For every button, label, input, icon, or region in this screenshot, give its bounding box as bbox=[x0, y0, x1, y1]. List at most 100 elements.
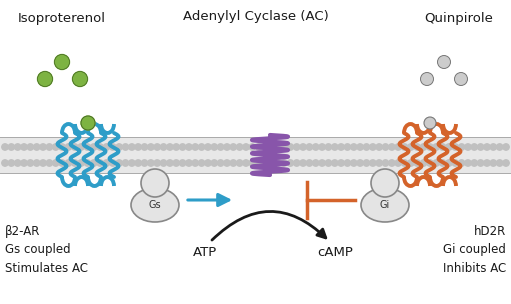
Text: Gi: Gi bbox=[380, 200, 390, 210]
Circle shape bbox=[46, 144, 53, 150]
Text: Isoproterenol: Isoproterenol bbox=[18, 12, 106, 25]
Circle shape bbox=[319, 144, 326, 150]
Circle shape bbox=[224, 160, 230, 166]
Circle shape bbox=[389, 144, 395, 150]
Circle shape bbox=[401, 160, 408, 166]
Text: β2-AR
Gs coupled
Stimulates AC: β2-AR Gs coupled Stimulates AC bbox=[5, 225, 88, 275]
Circle shape bbox=[268, 160, 274, 166]
Circle shape bbox=[72, 144, 78, 150]
Circle shape bbox=[287, 144, 294, 150]
Circle shape bbox=[351, 160, 357, 166]
Circle shape bbox=[433, 160, 439, 166]
Circle shape bbox=[142, 160, 148, 166]
Circle shape bbox=[122, 144, 129, 150]
Circle shape bbox=[224, 144, 230, 150]
Circle shape bbox=[414, 160, 421, 166]
Circle shape bbox=[198, 160, 205, 166]
Circle shape bbox=[27, 160, 34, 166]
Text: ATP: ATP bbox=[193, 246, 217, 258]
Circle shape bbox=[46, 160, 53, 166]
Circle shape bbox=[217, 160, 224, 166]
Circle shape bbox=[477, 160, 484, 166]
Circle shape bbox=[382, 144, 389, 150]
Circle shape bbox=[90, 144, 97, 150]
Circle shape bbox=[497, 144, 503, 150]
Circle shape bbox=[395, 144, 401, 150]
Circle shape bbox=[376, 144, 382, 150]
Circle shape bbox=[369, 144, 376, 150]
Circle shape bbox=[497, 160, 503, 166]
Circle shape bbox=[287, 160, 294, 166]
Circle shape bbox=[198, 144, 205, 150]
Circle shape bbox=[173, 160, 179, 166]
Circle shape bbox=[103, 160, 110, 166]
Circle shape bbox=[446, 160, 452, 166]
Circle shape bbox=[148, 144, 154, 150]
Circle shape bbox=[55, 54, 69, 70]
Circle shape bbox=[230, 144, 237, 150]
Circle shape bbox=[243, 160, 249, 166]
Circle shape bbox=[408, 144, 414, 150]
Circle shape bbox=[110, 144, 116, 150]
Circle shape bbox=[338, 160, 344, 166]
Circle shape bbox=[427, 144, 433, 150]
Circle shape bbox=[281, 144, 287, 150]
Circle shape bbox=[256, 144, 262, 150]
Ellipse shape bbox=[361, 188, 409, 222]
Circle shape bbox=[81, 116, 95, 130]
Circle shape bbox=[503, 160, 509, 166]
Circle shape bbox=[243, 144, 249, 150]
Circle shape bbox=[363, 144, 369, 150]
Circle shape bbox=[424, 117, 436, 129]
Circle shape bbox=[103, 144, 110, 150]
Circle shape bbox=[2, 144, 8, 150]
Circle shape bbox=[332, 160, 338, 166]
Circle shape bbox=[65, 144, 72, 150]
Circle shape bbox=[274, 144, 281, 150]
Circle shape bbox=[110, 160, 116, 166]
Circle shape bbox=[454, 72, 468, 85]
Circle shape bbox=[395, 160, 401, 166]
Circle shape bbox=[122, 160, 129, 166]
Circle shape bbox=[268, 144, 274, 150]
Circle shape bbox=[14, 144, 21, 150]
Circle shape bbox=[421, 144, 427, 150]
Circle shape bbox=[293, 144, 300, 150]
Circle shape bbox=[464, 160, 471, 166]
Circle shape bbox=[421, 160, 427, 166]
Circle shape bbox=[319, 160, 326, 166]
Circle shape bbox=[357, 160, 363, 166]
Circle shape bbox=[97, 160, 103, 166]
Circle shape bbox=[338, 144, 344, 150]
Circle shape bbox=[421, 72, 433, 85]
Circle shape bbox=[325, 160, 332, 166]
Circle shape bbox=[154, 160, 160, 166]
Circle shape bbox=[179, 144, 186, 150]
Text: Adenylyl Cyclase (AC): Adenylyl Cyclase (AC) bbox=[183, 10, 329, 23]
Circle shape bbox=[382, 160, 389, 166]
Circle shape bbox=[34, 144, 40, 150]
Circle shape bbox=[389, 160, 395, 166]
Circle shape bbox=[427, 160, 433, 166]
Circle shape bbox=[116, 160, 122, 166]
Circle shape bbox=[135, 144, 142, 150]
Circle shape bbox=[185, 144, 192, 150]
Circle shape bbox=[408, 160, 414, 166]
Circle shape bbox=[84, 144, 90, 150]
Circle shape bbox=[21, 160, 27, 166]
Circle shape bbox=[148, 160, 154, 166]
Circle shape bbox=[160, 144, 167, 150]
Circle shape bbox=[464, 144, 471, 150]
Circle shape bbox=[129, 160, 135, 166]
Circle shape bbox=[313, 160, 319, 166]
Circle shape bbox=[281, 160, 287, 166]
Circle shape bbox=[274, 160, 281, 166]
Circle shape bbox=[484, 160, 490, 166]
Circle shape bbox=[135, 160, 142, 166]
Circle shape bbox=[65, 160, 72, 166]
Circle shape bbox=[173, 144, 179, 150]
Circle shape bbox=[313, 144, 319, 150]
Circle shape bbox=[332, 144, 338, 150]
Circle shape bbox=[205, 144, 211, 150]
Circle shape bbox=[237, 144, 243, 150]
